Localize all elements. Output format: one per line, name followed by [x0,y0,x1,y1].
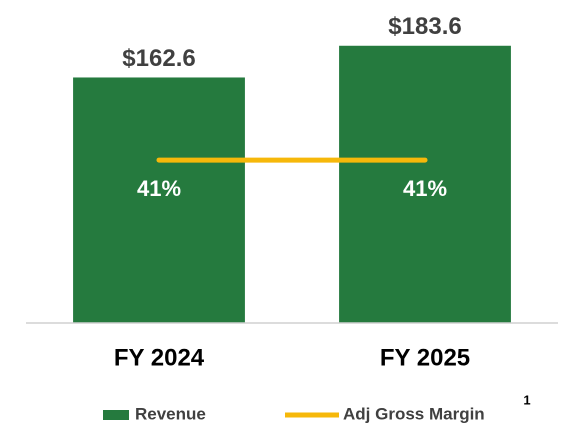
legend-label: Adj Gross Margin [343,404,485,423]
bar [339,45,511,323]
legend-label: Revenue [135,404,206,423]
bar-value-label: $162.6 [122,45,195,72]
bar [73,77,245,323]
footnote: 1 [523,392,530,407]
bar-value-label: $183.6 [388,13,461,40]
x-tick-label: FY 2024 [114,344,205,371]
line-value-label: 41% [137,176,181,201]
legend-swatch [103,410,129,420]
line-value-label: 41% [403,176,447,201]
x-tick-label: FY 2025 [380,344,470,371]
